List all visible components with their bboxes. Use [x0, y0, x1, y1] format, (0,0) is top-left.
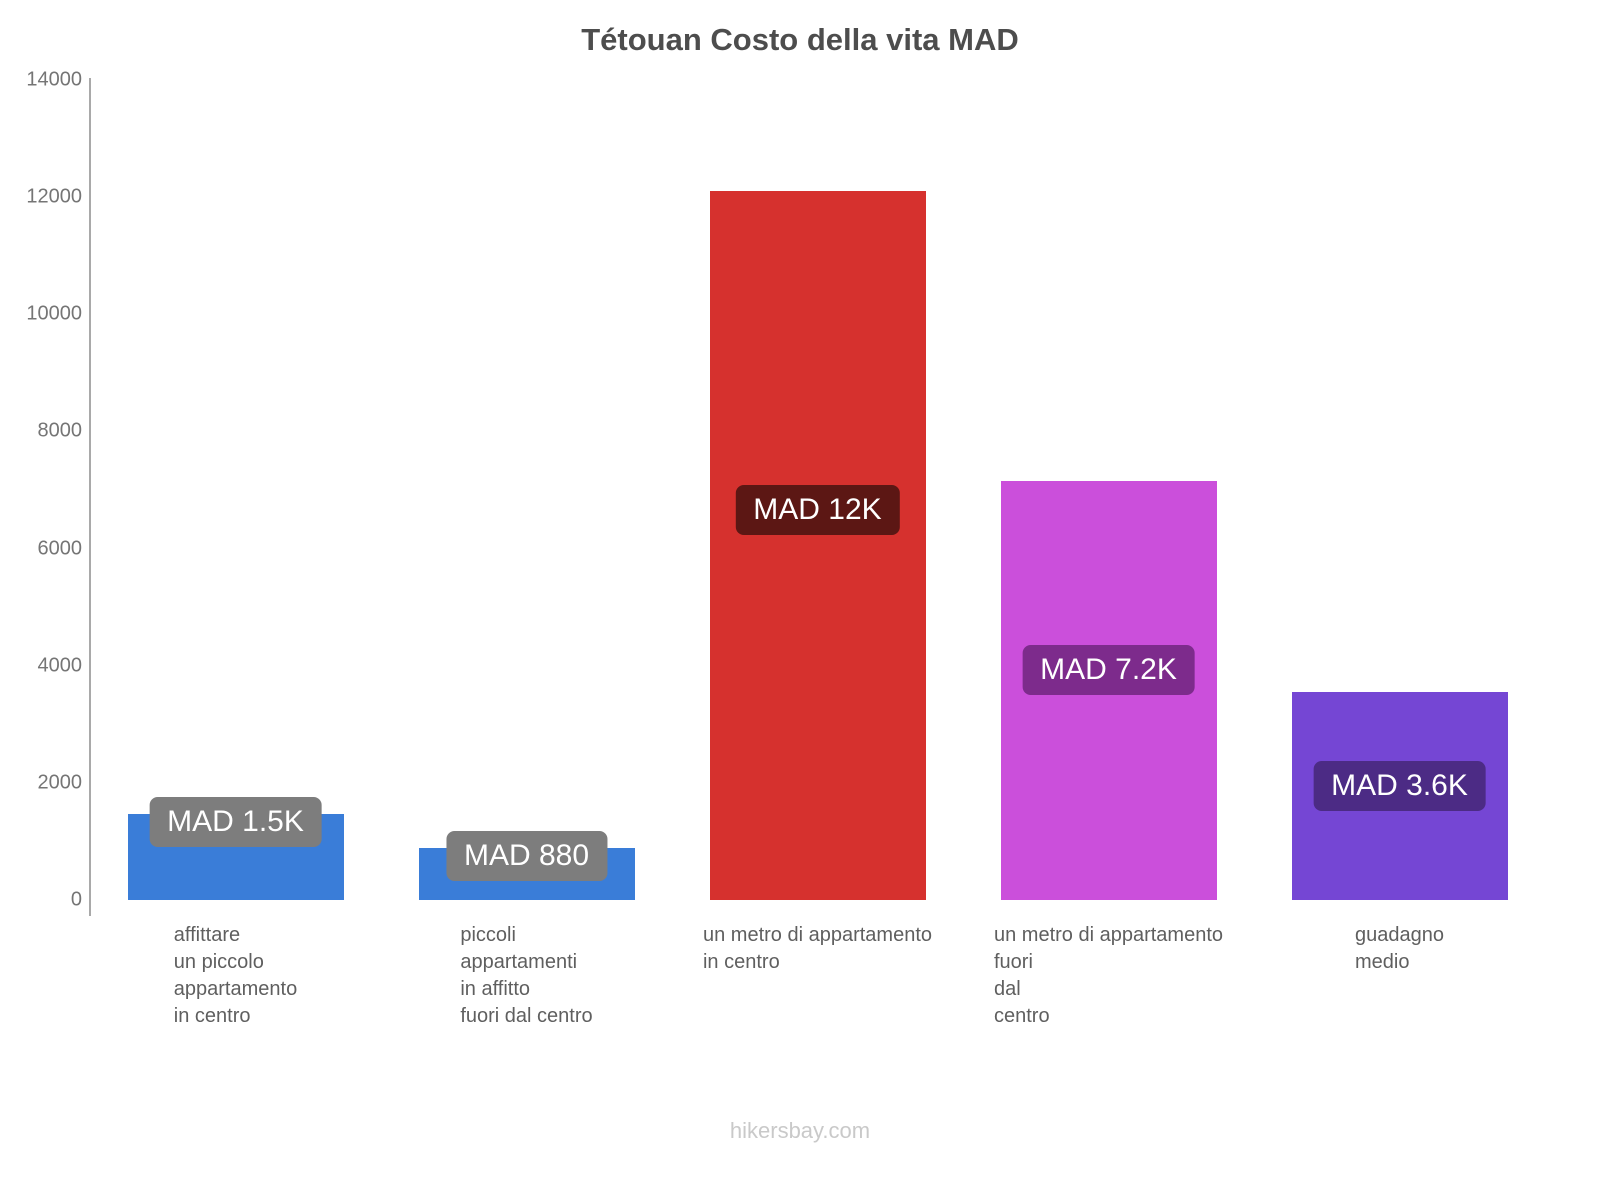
x-axis-label: un metro di appartamento in centro: [702, 924, 933, 973]
chart-title: Tétouan Costo della vita MAD: [581, 22, 1019, 57]
y-tick-label: 6000: [37, 537, 83, 560]
x-axis-label: un metro di appartamento fuori dal centr…: [993, 924, 1224, 1027]
x-axis-label: guadagno medio: [1355, 924, 1444, 973]
y-tick-label: 14000: [26, 68, 82, 91]
y-tick-label: 0: [70, 888, 82, 911]
x-axis-label: piccoli appartamenti in affitto fuori da…: [460, 924, 593, 1027]
bar[interactable]: [709, 191, 926, 900]
bar-value-badge: MAD 1.5K: [149, 796, 322, 847]
bar-value-badge: MAD 880: [445, 831, 608, 882]
y-tick-label: 8000: [37, 419, 83, 442]
bar-value-badge: MAD 12K: [735, 485, 900, 536]
y-tick-label: 10000: [26, 302, 82, 325]
y-tick-label: 2000: [37, 771, 83, 794]
bar-value-badge: MAD 3.6K: [1313, 760, 1486, 811]
bar-value-badge: MAD 7.2K: [1022, 644, 1195, 695]
y-tick-label: 4000: [37, 654, 83, 677]
y-axis: [89, 78, 91, 916]
y-tick-label: 12000: [26, 185, 82, 208]
x-axis-label: affittare un piccolo appartamento in cen…: [173, 924, 298, 1027]
watermark-text: hikersbay.com: [729, 1118, 871, 1143]
